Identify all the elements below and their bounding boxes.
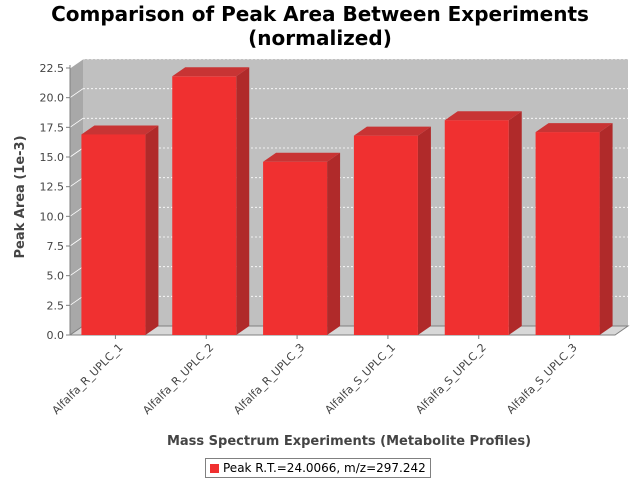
grid-line-diagonal [69, 88, 84, 98]
y-tick-label: 15.0 [40, 151, 65, 164]
bar-top [263, 152, 341, 162]
y-axis-label: Peak Area (1e-3) [13, 135, 28, 258]
bar-top [444, 111, 522, 121]
bars [81, 67, 613, 335]
bar-top [172, 67, 250, 77]
grid-line-diagonal [69, 177, 84, 187]
y-tick-label: 0.0 [47, 329, 65, 342]
chart-title-line-1: Comparison of Peak Area Between Experime… [51, 2, 589, 26]
plot-left-wall [70, 59, 83, 335]
x-tick-label: Alfalfa_R_UPLC_2 [140, 341, 216, 417]
x-tick-label: Alfalfa_S_UPLC_1 [322, 341, 398, 417]
x-axis-label: Mass Spectrum Experiments (Metabolite Pr… [167, 434, 531, 449]
bar-top [535, 123, 613, 133]
chart-title-line-2: (normalized) [248, 26, 392, 50]
bar-face [535, 132, 600, 335]
x-axis: Alfalfa_R_UPLC_1 Alfalfa_R_UPLC_2 Alfalfa_… [50, 335, 580, 417]
y-tick-label: 22.5 [40, 62, 65, 75]
grid-line-diagonal [69, 296, 84, 306]
chart-title: Comparison of Peak Area Between Experime… [0, 2, 640, 50]
bar-face [172, 76, 237, 335]
x-tick-label: Alfalfa_S_UPLC_2 [413, 341, 489, 417]
x-tick-label: Alfalfa_R_UPLC_1 [50, 341, 126, 417]
bar-face [263, 161, 328, 335]
grid-line-diagonal [69, 58, 84, 69]
bar-face [81, 134, 146, 335]
bar-side [327, 152, 341, 335]
bar [172, 67, 250, 335]
y-tick-label: 12.5 [40, 181, 65, 194]
y-tick-label: 2.5 [47, 299, 65, 312]
grid-line-diagonal [69, 236, 84, 247]
legend-label: Peak R.T.=24.0066, m/z=297.242 [223, 461, 426, 475]
legend-swatch [210, 463, 219, 473]
x-tick-label: Alfalfa_S_UPLC_3 [504, 341, 580, 417]
y-tick-label: 5.0 [47, 270, 65, 283]
y-tick-label: 17.5 [40, 121, 65, 134]
y-tick-label: 10.0 [40, 210, 65, 223]
bar [263, 152, 341, 335]
bar [535, 123, 613, 335]
grid-line-diagonal [69, 147, 84, 158]
y-axis: 0.0 2.5 5.0 7.5 10.0 12.5 15.0 17.5 20.0 22.5 [40, 62, 71, 342]
bar [353, 126, 431, 335]
bar-face [444, 120, 509, 335]
bar-side [236, 67, 250, 335]
bar-top [353, 126, 431, 136]
bar-side [417, 126, 431, 335]
plot-floor-edge [68, 325, 630, 336]
bar-side [599, 123, 613, 335]
legend: Peak R.T.=24.0066, m/z=297.242 [205, 458, 431, 478]
bar-side [508, 111, 522, 335]
x-tick-label: Alfalfa_R_UPLC_3 [231, 341, 307, 417]
grid-line-diagonal [69, 207, 84, 217]
y-tick-label: 20.0 [40, 92, 65, 105]
bar-top [81, 125, 159, 135]
grid-line-diagonal [69, 266, 84, 276]
bar-face [353, 135, 418, 335]
y-tick-label: 7.5 [47, 240, 65, 253]
bar [81, 125, 159, 335]
grid-line-diagonal [69, 118, 84, 128]
bar-side [145, 125, 159, 335]
bar [444, 111, 522, 335]
